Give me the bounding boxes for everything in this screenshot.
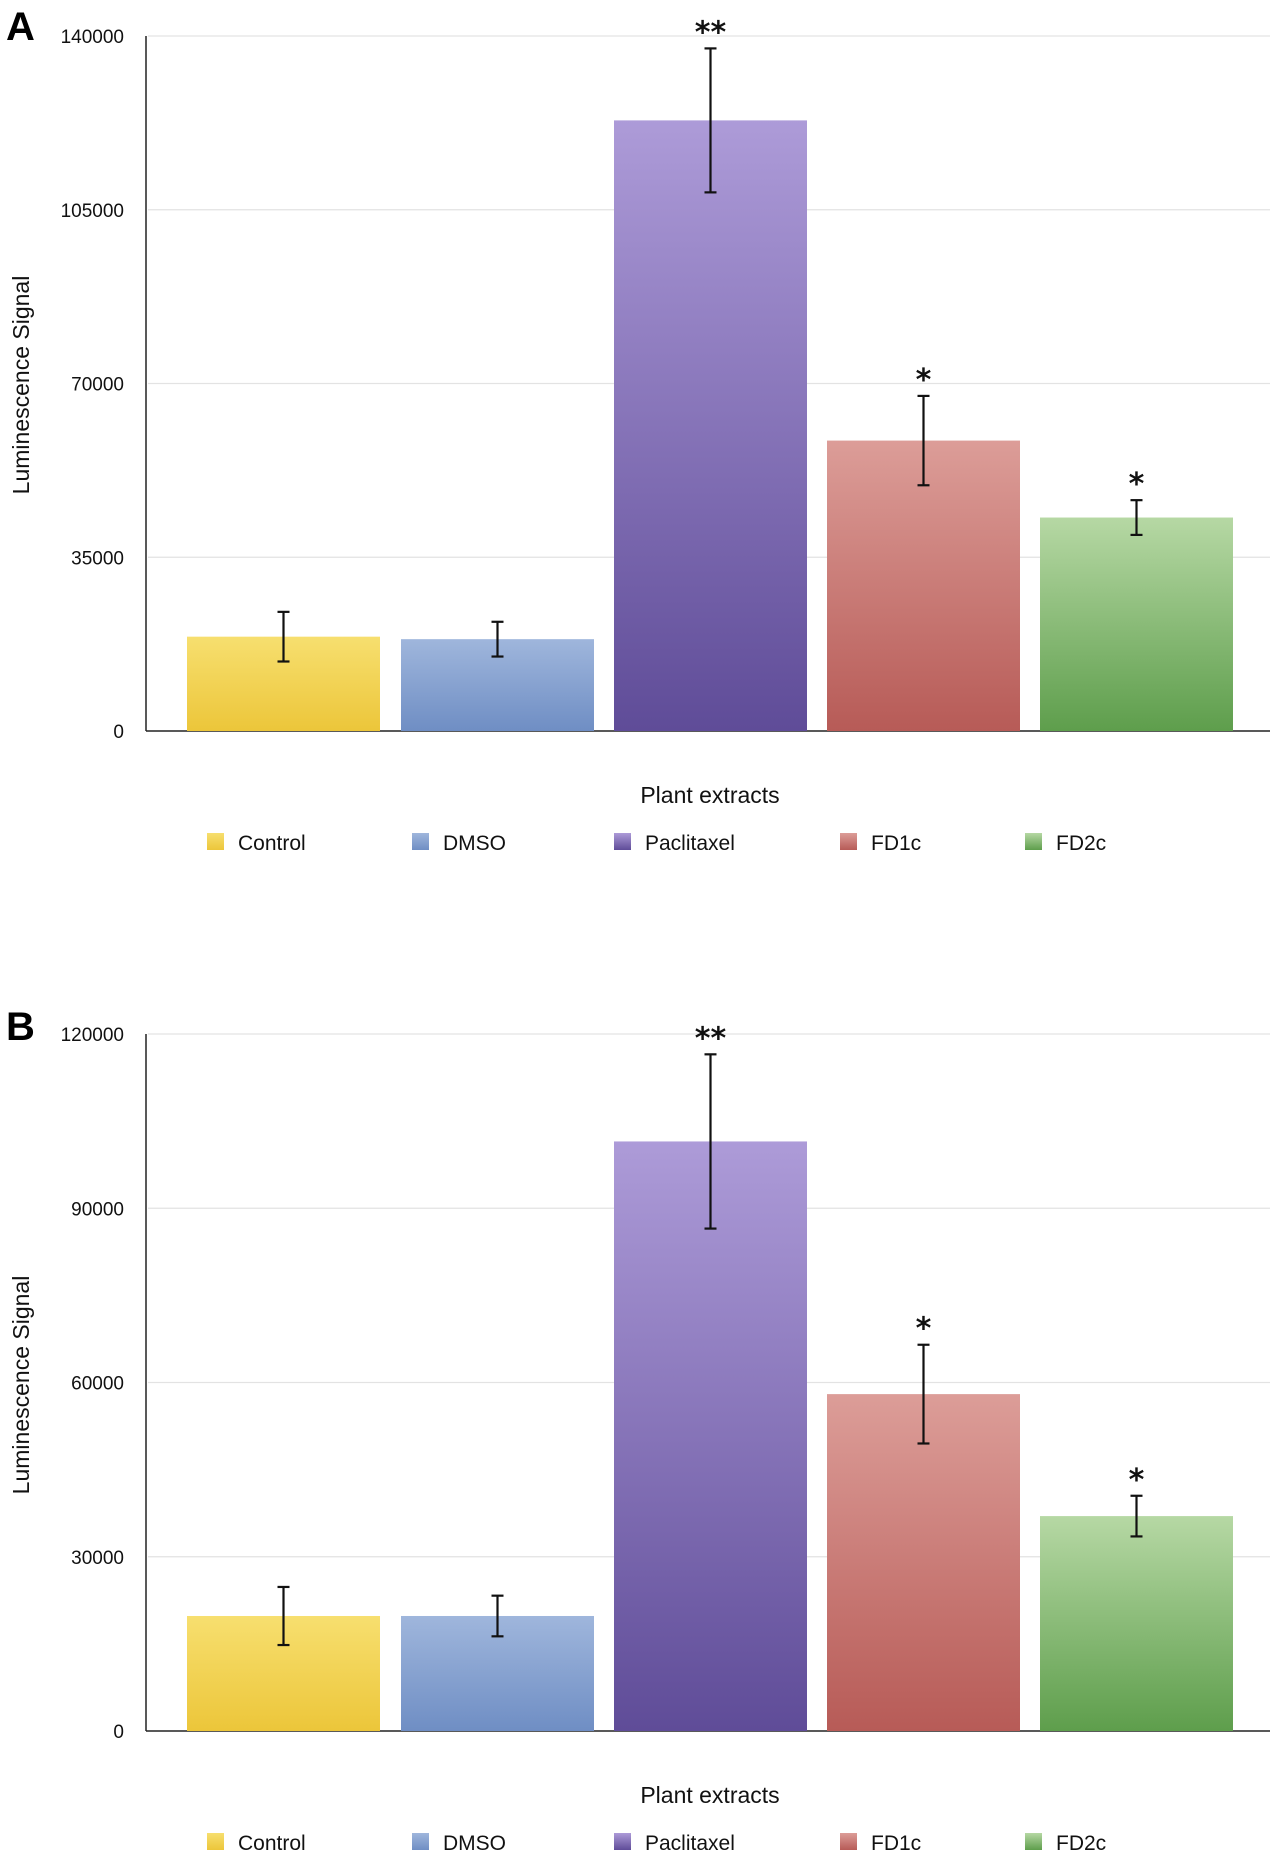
panel-a-y-tick-label: 105000	[61, 201, 124, 222]
panel-a-y-tick-label: 140000	[61, 27, 124, 48]
panel-b-y-tick-label: 90000	[71, 1199, 124, 1220]
panel-b-label: B	[6, 1005, 35, 1049]
panel-a-error-bar-paclitaxel	[704, 47, 717, 194]
panel-b-legend-swatch-dmso	[412, 1833, 429, 1850]
panel-b-significance-paclitaxel: **	[695, 1021, 727, 1056]
panel-b-legend-label-control: Control	[238, 1832, 306, 1855]
panel-b-legend-swatch-fd1c	[840, 1833, 857, 1850]
panel-b-y-tick-label: 120000	[61, 1025, 124, 1046]
panel-b-legend-label-fd2c: FD2c	[1056, 1832, 1106, 1855]
panel-b-error-bar-fd2c	[1130, 1494, 1143, 1538]
panel-a-bar-fd1c	[827, 440, 1020, 731]
panel-a-bar-fd2c	[1040, 517, 1233, 731]
panel-a-legend-swatch-dmso	[412, 833, 429, 850]
panel-a-y-axis-title: Luminescence Signal	[8, 276, 34, 495]
panel-a-legend-swatch-fd1c	[840, 833, 857, 850]
panel-a-legend-label-fd2c: FD2c	[1056, 832, 1106, 855]
panel-a-error-bar-fd1c	[917, 394, 930, 487]
panel-b-legend-swatch-paclitaxel	[614, 1833, 631, 1850]
panel-b-bar-fd2c	[1040, 1516, 1233, 1731]
panel-b-y-tick-label: 0	[113, 1722, 124, 1743]
panel-a-legend-label-paclitaxel: Paclitaxel	[645, 832, 735, 855]
panel-b-legend: Control DMSO Paclitaxel FD1c FD2c	[207, 1832, 1106, 1855]
panel-b-y-axis-title: Luminescence Signal	[8, 1276, 34, 1495]
panel-b-legend-label-fd1c: FD1c	[871, 1832, 921, 1855]
panel-a-legend-swatch-fd2c	[1025, 833, 1042, 850]
panel-b-error-bar-paclitaxel	[704, 1053, 717, 1230]
panel-a-y-tick-label: 0	[113, 722, 124, 743]
panel-b-y-tick-label: 30000	[71, 1548, 124, 1569]
panel-a-significance-fd2c: *	[1129, 467, 1145, 502]
panel-a-y-tick-label: 35000	[71, 548, 124, 569]
panel-a-legend-label-control: Control	[238, 832, 306, 855]
panel-a-legend: Control DMSO Paclitaxel FD1c FD2c	[207, 832, 1106, 855]
panel-a-error-bar-fd2c	[1130, 499, 1143, 537]
panel-a-label: A	[6, 5, 35, 49]
panel-a-legend-swatch-paclitaxel	[614, 833, 631, 850]
panel-b-significance-fd1c: *	[916, 1312, 932, 1347]
panel-b-error-bar-control	[277, 1585, 290, 1647]
panel-a-significance-paclitaxel: **	[695, 15, 727, 50]
panel-b-legend-swatch-fd2c	[1025, 1833, 1042, 1850]
panel-a-error-bar-dmso	[491, 620, 504, 658]
panel-b-significance-fd2c: *	[1129, 1463, 1145, 1498]
panel-a-legend-label-fd1c: FD1c	[871, 832, 921, 855]
panel-a-bar-paclitaxel	[614, 120, 807, 731]
panel-a-y-tick-label: 70000	[71, 375, 124, 396]
panel-b-error-bar-dmso	[491, 1594, 504, 1638]
panel-a-significance-fd1c: *	[916, 363, 932, 398]
panel-b-error-bar-fd1c	[917, 1343, 930, 1445]
panel-b-bar-fd1c	[827, 1394, 1020, 1731]
panel-b-bar-paclitaxel	[614, 1141, 807, 1731]
panel-b-x-axis-title: Plant extracts	[640, 1782, 779, 1808]
panel-a-legend-label-dmso: DMSO	[443, 832, 506, 855]
panel-a-x-axis-title: Plant extracts	[640, 782, 779, 808]
panel-a-error-bar-control	[277, 610, 290, 663]
panel-b-legend-label-dmso: DMSO	[443, 1832, 506, 1855]
panel-b-legend-swatch-control	[207, 1833, 224, 1850]
panel-a-legend-swatch-control	[207, 833, 224, 850]
panel-b-legend-label-paclitaxel: Paclitaxel	[645, 1832, 735, 1855]
panel-b-y-tick-label: 60000	[71, 1374, 124, 1395]
